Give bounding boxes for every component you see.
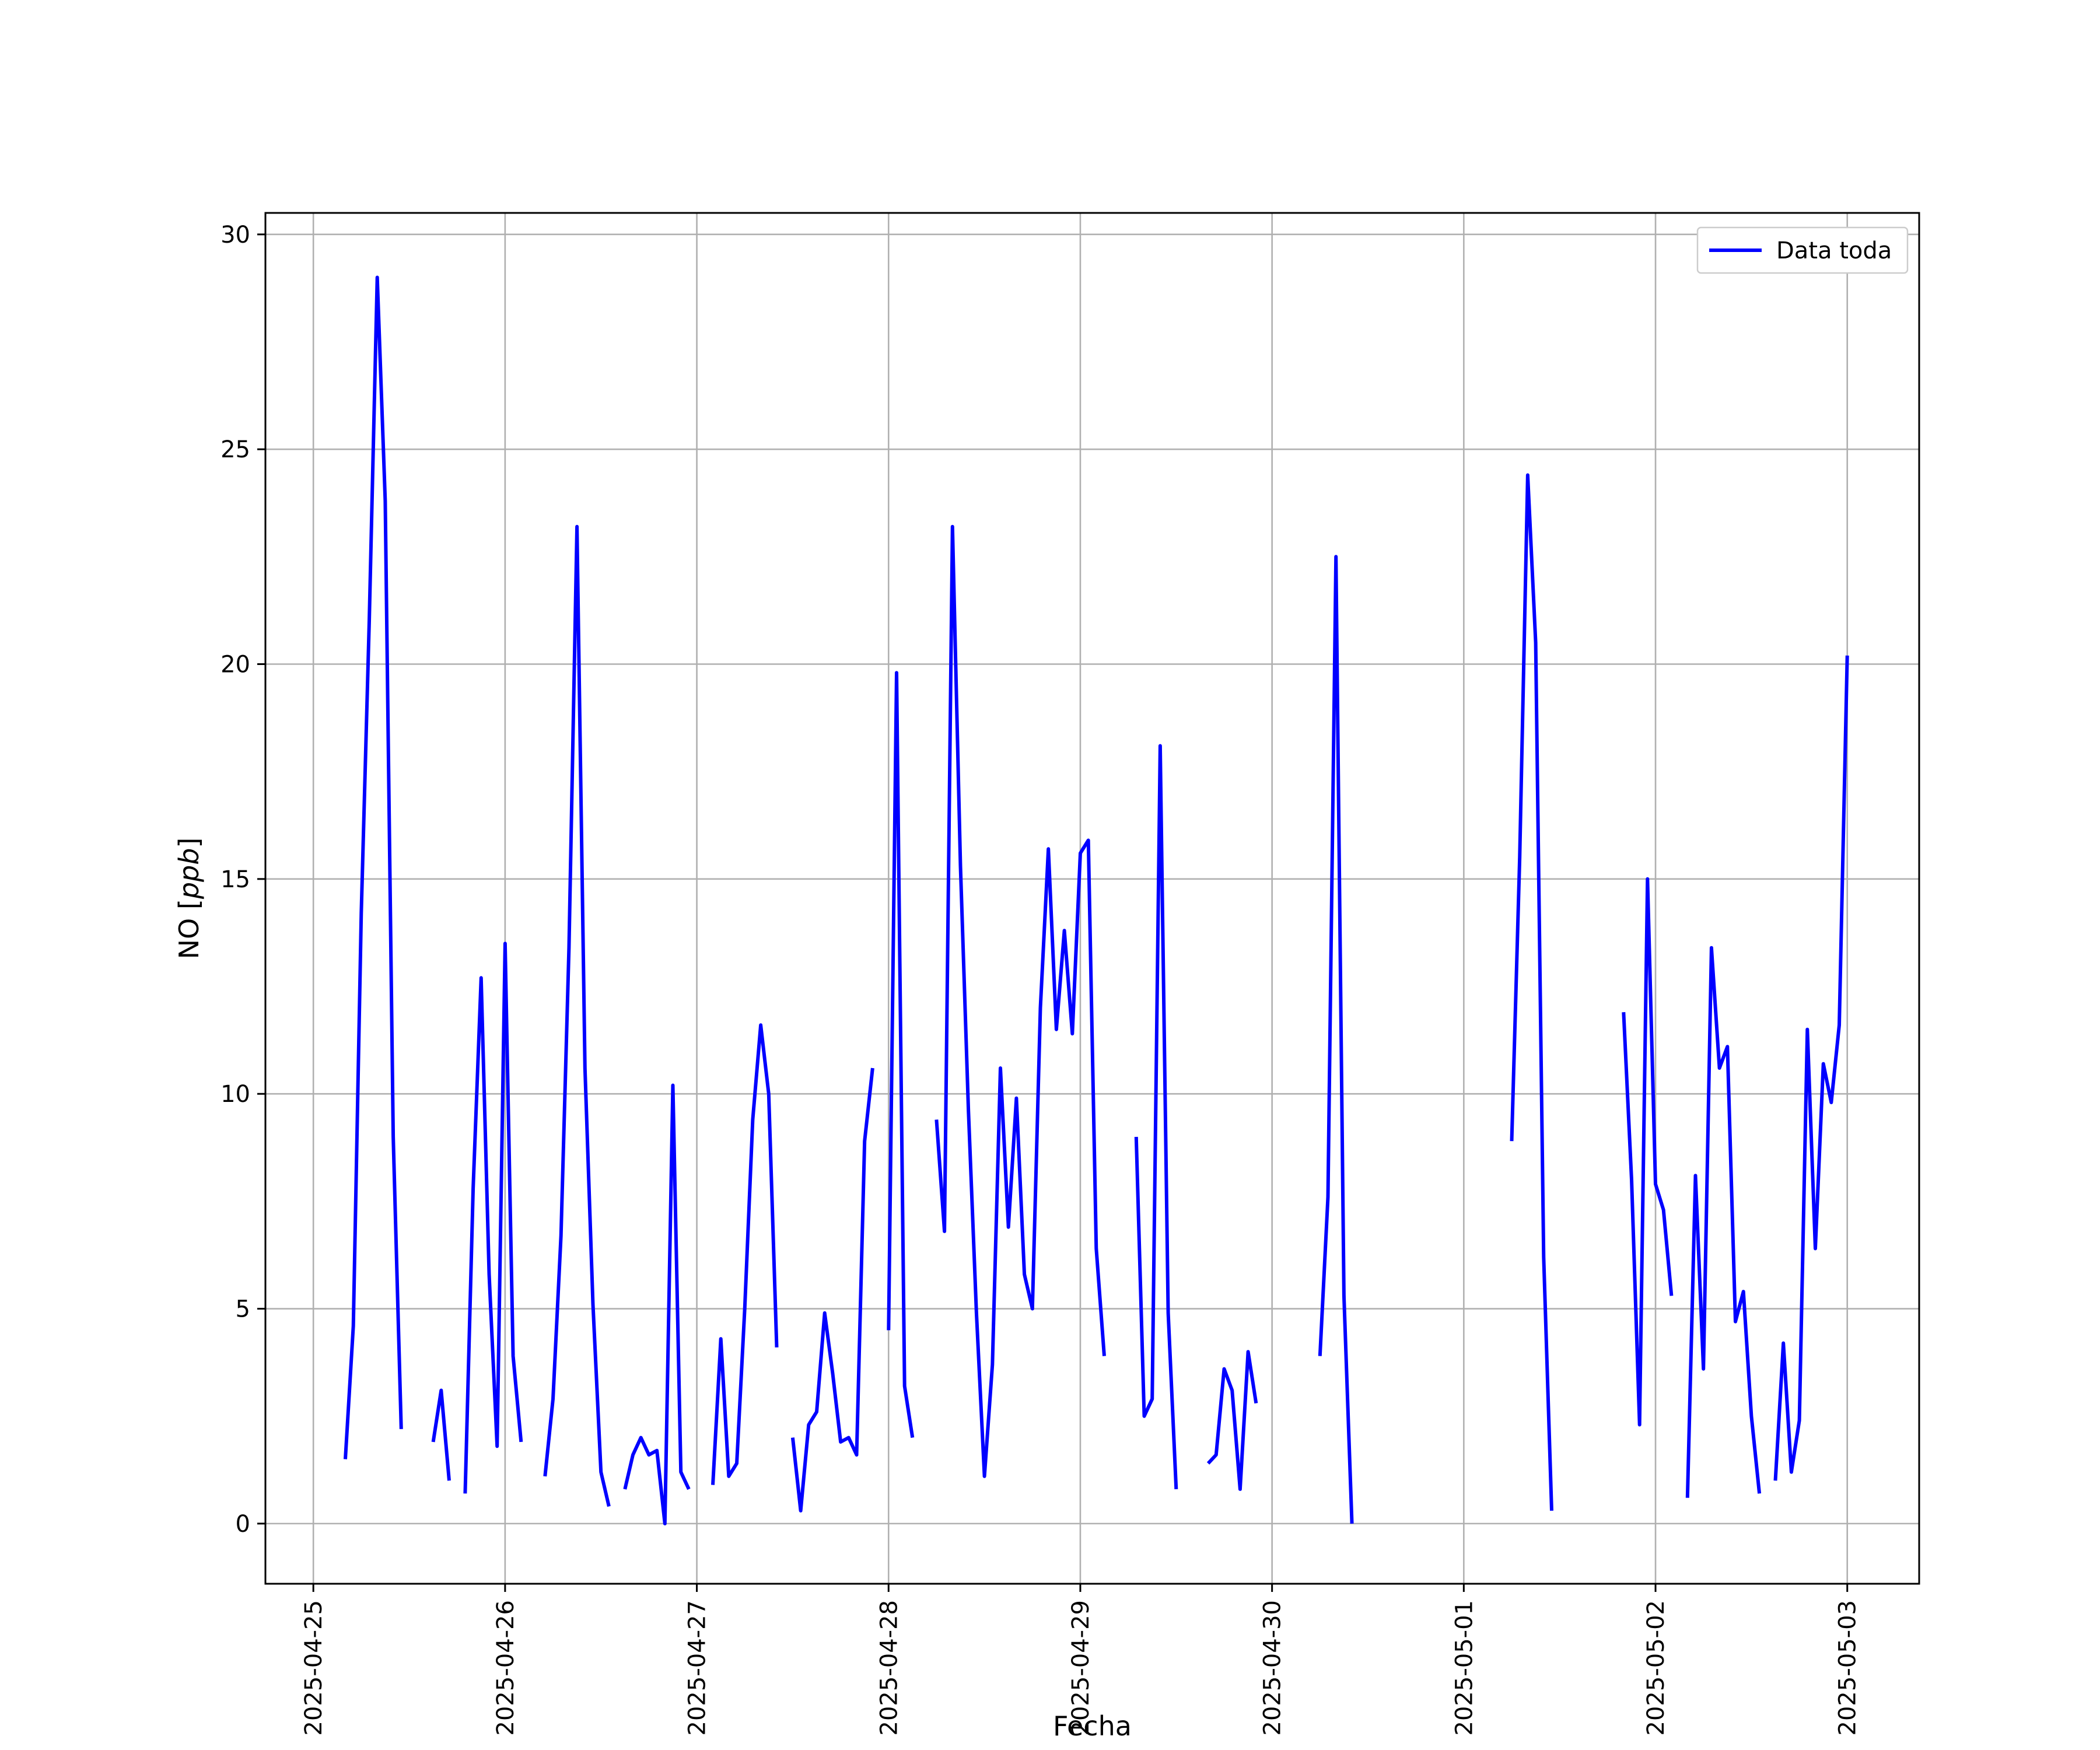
y-tick-label: 25 [220, 436, 250, 463]
x-tick-label: 2025-04-27 [684, 1600, 711, 1735]
series-line-segment [1622, 877, 1674, 1427]
series-line-segment [344, 275, 403, 1460]
y-tick-label: 20 [220, 652, 250, 678]
x-tick-label: 2025-05-02 [1643, 1600, 1670, 1735]
series-layer [344, 275, 1849, 1525]
plot-frame [264, 212, 1920, 1585]
y-axis: 0 5 10 15 20 25 30 [220, 222, 265, 1538]
y-axis-label: NO [ppb] [173, 838, 205, 960]
series-line-segment [1773, 655, 1849, 1481]
y-tick-label: 15 [220, 866, 250, 893]
x-tick-label: 2025-04-30 [1259, 1600, 1286, 1735]
y-tick-label: 10 [220, 1081, 250, 1108]
legend-label: Data toda [1776, 237, 1892, 264]
y-axis-label-bracket-open: [ [173, 899, 205, 909]
legend-box [1696, 226, 1909, 274]
x-tick-label: 2025-04-29 [1068, 1600, 1094, 1735]
x-axis-label: Fecha [1053, 1710, 1132, 1742]
series-line-segment [1685, 946, 1762, 1498]
series-line-segment [431, 1388, 451, 1481]
x-tick-label: 2025-05-03 [1835, 1600, 1861, 1735]
series-line-segment [1134, 744, 1178, 1490]
series-line-segment [711, 1023, 779, 1485]
series-line-segment [1510, 473, 1553, 1511]
y-tick-label: 0 [236, 1511, 250, 1538]
legend: Data toda [1696, 226, 1909, 274]
series-line-segment [935, 524, 1106, 1478]
x-tick-label: 2025-05-01 [1451, 1600, 1478, 1735]
series-line-segment [623, 1083, 691, 1525]
series-line-segment [543, 524, 611, 1507]
y-axis-label-text: NO [173, 918, 205, 960]
y-axis-label-unit: ppb [173, 848, 205, 900]
x-tick-label: 2025-04-25 [300, 1600, 327, 1735]
series-line-segment [887, 671, 915, 1438]
grid [265, 213, 1919, 1584]
series-line-segment [790, 1068, 874, 1513]
series-line-segment [1318, 555, 1354, 1524]
y-tick-label: 5 [236, 1296, 250, 1323]
x-tick-label: 2025-04-26 [492, 1600, 519, 1735]
series-line-segment [463, 942, 523, 1494]
y-tick-label: 30 [220, 222, 250, 249]
x-tick-label: 2025-04-28 [876, 1600, 902, 1735]
series-line-segment [1206, 1350, 1258, 1491]
x-axis: 2025-04-25 2025-04-26 2025-04-27 2025-04-28… [300, 1584, 1861, 1735]
y-axis-label-bracket-close: ] [173, 838, 205, 848]
